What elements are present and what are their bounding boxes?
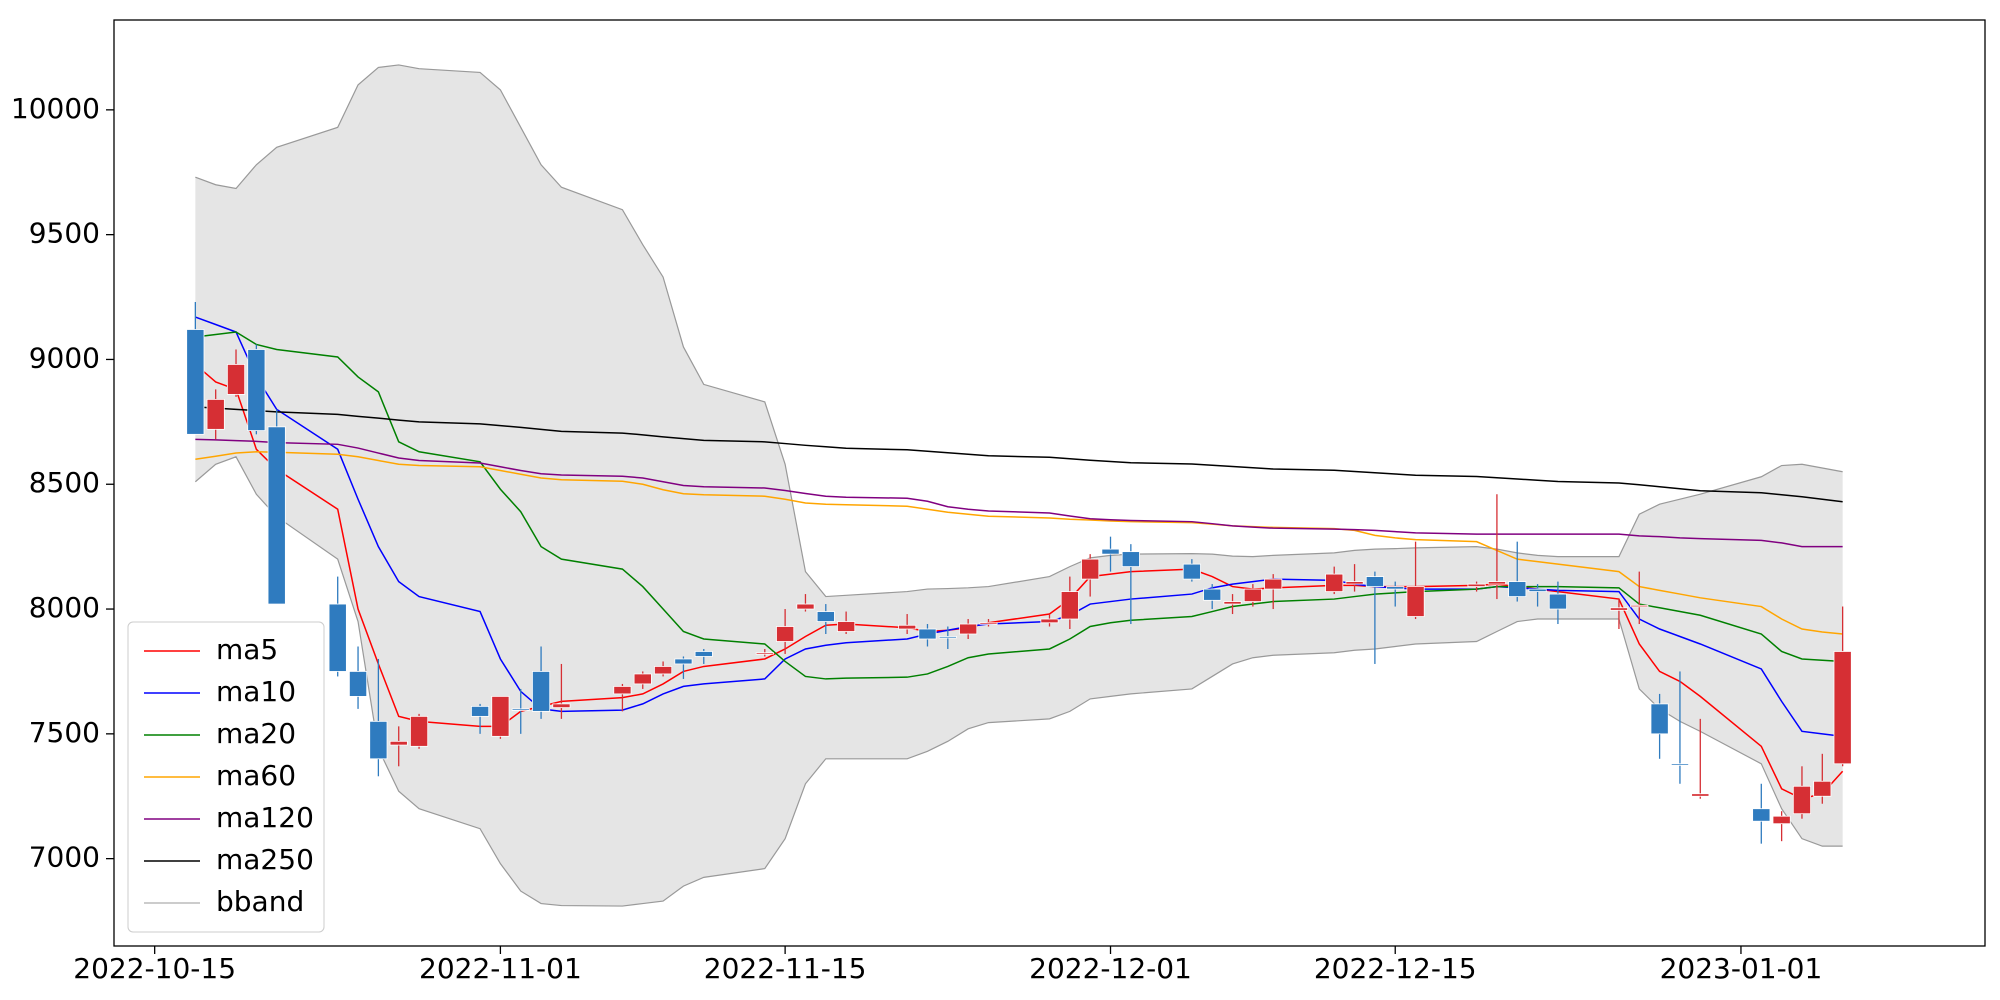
- candle-body: [1508, 581, 1527, 597]
- candle-body: [674, 658, 693, 665]
- candle-body: [633, 673, 652, 685]
- bband-area: [195, 64, 1843, 907]
- candle-body: [1243, 588, 1262, 602]
- candle-body: [511, 708, 530, 711]
- y-tick-label: 7500: [29, 716, 100, 749]
- candle-body: [1833, 651, 1852, 765]
- candle-body: [1752, 808, 1771, 822]
- y-tick-label: 8500: [29, 466, 100, 499]
- candle-body: [918, 628, 937, 640]
- x-tick-label: 2023-01-01: [1660, 952, 1823, 985]
- candle-body: [1386, 586, 1405, 590]
- legend-label: ma10: [216, 675, 296, 708]
- candle-body: [694, 651, 713, 657]
- y-tick-label: 9000: [29, 341, 100, 374]
- candle-body: [1264, 578, 1283, 590]
- y-tick-label: 8000: [29, 591, 100, 624]
- candle-body: [1101, 548, 1120, 555]
- y-tick-label: 10000: [11, 92, 100, 125]
- x-tick-label: 2022-10-15: [73, 952, 236, 985]
- bband-lower: [194, 456, 1843, 907]
- y-tick-label: 9500: [29, 217, 100, 250]
- plot-frame: [113, 19, 1986, 947]
- candle-body: [532, 671, 551, 712]
- candle-body: [1182, 563, 1201, 580]
- candle-body: [349, 671, 368, 697]
- candle-body: [1365, 576, 1384, 587]
- legend: ma5 ma10 ma20 ma60 ma120 ma250 bband: [127, 621, 325, 933]
- candle-body: [186, 329, 205, 435]
- x-tick-label: 2022-12-15: [1314, 952, 1477, 985]
- candle-body: [1121, 551, 1140, 568]
- x-tick-label: 2022-12-01: [1029, 952, 1192, 985]
- x-tick-label: 2022-11-01: [419, 952, 582, 985]
- candle-body: [410, 715, 429, 747]
- candle-body: [389, 740, 408, 746]
- ma-line: [195, 331, 1843, 680]
- candle-body: [1406, 586, 1425, 617]
- candle-body: [1081, 558, 1100, 580]
- candle-body: [1772, 815, 1791, 825]
- candle-body: [1325, 573, 1344, 592]
- y-tick-label: 7000: [29, 841, 100, 874]
- candle-body: [898, 624, 917, 630]
- candle-body: [837, 621, 856, 632]
- candle-body: [1670, 763, 1689, 766]
- candle-body: [1487, 581, 1506, 585]
- candle-body: [979, 622, 998, 625]
- candle-body: [1203, 588, 1222, 601]
- ma-line: [194, 363, 1844, 800]
- ma-line: [195, 316, 1843, 738]
- legend-label: bband: [216, 885, 304, 918]
- candle-body: [471, 705, 490, 717]
- ma-line: [195, 406, 1843, 503]
- candle-body: [1467, 583, 1486, 587]
- candle-body: [491, 696, 510, 737]
- x-tick-label: 2022-11-15: [704, 952, 867, 985]
- candle-body: [267, 426, 286, 605]
- candle-body: [1630, 604, 1649, 608]
- ma-line: [195, 438, 1843, 548]
- bband-upper: [195, 64, 1843, 598]
- candle-body: [1060, 591, 1079, 620]
- legend-label: ma120: [216, 801, 314, 834]
- candle-body: [776, 626, 795, 642]
- candle-body: [796, 603, 815, 610]
- candle-body: [1650, 703, 1669, 735]
- candle-body: [1345, 581, 1364, 585]
- candle-body: [938, 636, 957, 639]
- candle-body: [226, 364, 246, 395]
- candle-body: [1813, 780, 1832, 797]
- candle-body: [613, 686, 632, 695]
- candle-body: [654, 666, 673, 675]
- candle-body: [552, 703, 571, 709]
- candle-body: [1223, 601, 1242, 605]
- legend-frame: [127, 621, 325, 933]
- candle-body: [755, 652, 774, 655]
- candle-body: [816, 611, 835, 622]
- candle-body: [959, 623, 978, 635]
- legend-label: ma20: [216, 717, 296, 750]
- legend-label: ma5: [216, 633, 278, 666]
- candle-body: [1548, 593, 1567, 610]
- candle-body: [1528, 588, 1547, 592]
- legend-label: ma250: [216, 843, 314, 876]
- candle-body: [369, 720, 388, 760]
- candle-body: [1792, 785, 1812, 815]
- candle-body: [1691, 793, 1710, 797]
- legend-label: ma60: [216, 759, 296, 792]
- candle-body: [206, 398, 225, 430]
- candle-body: [328, 603, 347, 672]
- candle-body: [247, 349, 266, 431]
- candle-body: [1040, 618, 1059, 624]
- candle-body: [1609, 607, 1628, 611]
- ma-line: [195, 451, 1843, 635]
